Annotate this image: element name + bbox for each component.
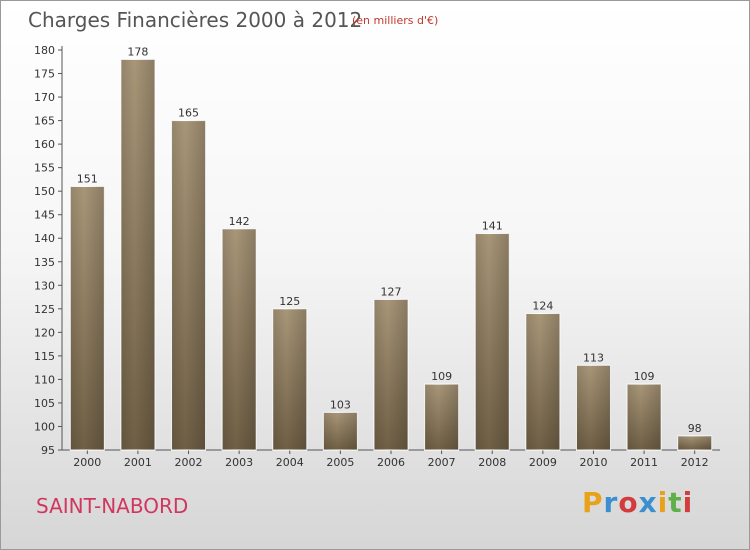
x-tick-label: 2002	[175, 456, 203, 469]
bar-shade	[222, 228, 257, 450]
value-label: 113	[583, 351, 604, 364]
logo-letter: r	[603, 486, 619, 519]
y-tick-label: 165	[34, 115, 55, 128]
logo-letter: i	[682, 486, 694, 519]
x-tick-label: 2008	[478, 456, 506, 469]
bars	[69, 58, 713, 451]
y-tick-label: 135	[34, 256, 55, 269]
y-tick-label: 175	[34, 68, 55, 81]
logo-letter: t	[668, 486, 683, 519]
value-label: 165	[178, 107, 199, 120]
y-tick-label: 115	[34, 350, 55, 363]
y-tick-label: 130	[34, 279, 55, 292]
x-tick-label: 2000	[73, 456, 101, 469]
y-tick-label: 170	[34, 91, 55, 104]
bar-shade	[272, 308, 307, 450]
value-label: 103	[330, 398, 351, 411]
bar-shade	[677, 435, 712, 450]
value-label: 178	[127, 45, 148, 58]
y-tick-label: 105	[34, 397, 55, 410]
value-label: 142	[229, 215, 250, 228]
y-tick-label: 125	[34, 303, 55, 316]
x-tick-label: 2001	[124, 456, 152, 469]
chart-title: Charges Financières 2000 à 2012	[28, 8, 363, 32]
bar-shade	[120, 59, 155, 450]
bar-shade	[374, 299, 408, 450]
x-axis: 2000 2001 2002 2003 2004 2005 2006 2007 2008 2009…	[62, 449, 720, 469]
y-tick-label: 160	[34, 138, 55, 151]
y-tick-label: 145	[34, 209, 55, 222]
commune-name: SAINT-NABORD	[36, 494, 189, 518]
logo-letter: P	[582, 486, 604, 519]
bar-shade	[627, 384, 662, 450]
x-tick-label: 2010	[579, 456, 607, 469]
bar-shade	[475, 233, 510, 450]
y-tick-label: 110	[34, 373, 55, 386]
value-label: 125	[279, 295, 300, 308]
proxiti-logo: Proxiti	[582, 486, 693, 519]
value-label: 98	[688, 422, 702, 435]
x-tick-label: 2011	[630, 456, 658, 469]
x-tick-label: 2004	[276, 456, 304, 469]
y-tick-label: 180	[34, 44, 55, 57]
x-tick-label: 2003	[225, 456, 253, 469]
logo-letter: i	[657, 486, 669, 519]
value-label: 127	[381, 285, 402, 298]
x-tick-label: 2007	[428, 456, 456, 469]
x-tick-label: 2006	[377, 456, 405, 469]
y-tick-label: 150	[34, 185, 55, 198]
y-tick-label: 120	[34, 326, 55, 339]
y-tick-label: 155	[34, 162, 55, 175]
value-label: 151	[77, 172, 98, 185]
y-tick-label: 95	[41, 444, 55, 457]
y-tick-label: 100	[34, 420, 55, 433]
y-tick-label: 140	[34, 232, 55, 245]
y-axis: 95 100 105 110 115 120 125 130 135 140 145 150 155 16…	[34, 44, 63, 457]
value-label: 109	[431, 370, 452, 383]
chart-subtitle: (en milliers d'€)	[352, 14, 439, 27]
bar-shade	[171, 120, 206, 451]
value-labels: 151 178 165 142 125 103 127 109 141 124 113 109 98	[77, 45, 702, 434]
bar-shade	[323, 412, 358, 450]
logo-letter: x	[638, 486, 658, 519]
value-label: 124	[532, 300, 553, 313]
bar-shade	[576, 365, 611, 450]
x-tick-label: 2012	[681, 456, 709, 469]
x-tick-label: 2005	[326, 456, 354, 469]
bar-shade	[525, 313, 560, 450]
logo-letter: o	[618, 486, 639, 519]
bar-shade	[424, 384, 459, 450]
value-label: 109	[634, 370, 655, 383]
bar-shade	[70, 186, 105, 450]
x-tick-label: 2009	[529, 456, 557, 469]
value-label: 141	[482, 220, 503, 233]
